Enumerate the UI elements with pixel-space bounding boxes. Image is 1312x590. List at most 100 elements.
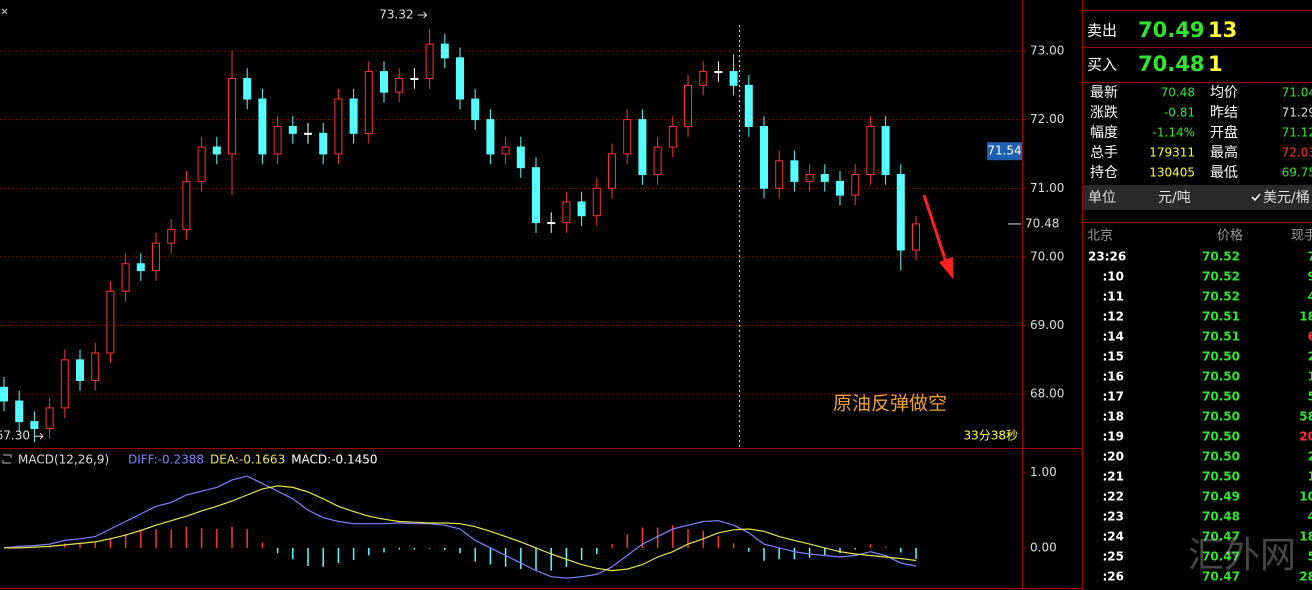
candle-body <box>182 180 191 230</box>
candle-body <box>805 174 814 182</box>
y-tick-label: 1.00 <box>1030 465 1057 479</box>
candle-body <box>699 71 708 86</box>
candle-body <box>820 174 829 182</box>
tick-time: :16 <box>1103 370 1125 384</box>
unit-option[interactable]: 元/吨 <box>1158 190 1191 206</box>
tick-volume: 2 <box>1308 450 1312 464</box>
quote-price: 70.49 <box>1138 18 1204 42</box>
tick-volume: 5 <box>1308 390 1312 404</box>
candle-body <box>349 98 358 134</box>
tick-volume: 4 <box>1308 510 1312 524</box>
tick-price: 70.50 <box>1202 470 1240 484</box>
extreme-label: 67.30 <box>0 429 30 443</box>
tick-volume: 9 <box>1308 270 1312 284</box>
ticks-header: 北京 <box>1087 229 1113 244</box>
candle-body <box>319 132 328 155</box>
stat-cell: 最新 <box>1090 85 1118 101</box>
tick-price: 70.50 <box>1202 350 1240 364</box>
tick-time: :26 <box>1103 570 1125 584</box>
quote-size: 1 <box>1208 52 1223 76</box>
quote-label: 买入 <box>1087 56 1117 74</box>
candle-body <box>45 407 54 429</box>
stat-cell: 71.12 <box>1282 126 1312 140</box>
quote-size: 13 <box>1208 18 1237 42</box>
side-panel: 卖出70.4913买入70.481最新70.48均价71.04涨跌-0.81昨结… <box>1083 0 1312 584</box>
candle-body <box>410 77 419 80</box>
tick-time: :21 <box>1103 470 1125 484</box>
tick-price: 70.47 <box>1202 530 1240 544</box>
candle-body <box>243 77 252 100</box>
candle-body <box>471 98 480 121</box>
candle-body <box>258 98 267 155</box>
candle-body <box>273 125 282 155</box>
tick-volume: 18 <box>1299 530 1312 544</box>
tick-volume: 6 <box>1308 330 1312 344</box>
candle-body <box>136 263 145 272</box>
tick-volume: 20 <box>1299 430 1312 444</box>
candle-body <box>0 386 8 402</box>
candle-body <box>744 84 753 127</box>
candle-body <box>775 160 784 189</box>
candle-body <box>623 119 632 155</box>
stat-cell: 开盘 <box>1210 124 1238 141</box>
tick-time: :14 <box>1103 330 1125 344</box>
close-icon[interactable] <box>1 8 8 15</box>
candle-body <box>668 125 677 148</box>
stat-cell: 69.75 <box>1282 166 1312 180</box>
cursor-price-label: 71.54 <box>987 144 1021 158</box>
stat-cell: 最低 <box>1210 165 1238 181</box>
candle-body <box>486 119 495 155</box>
candle-body <box>304 132 312 135</box>
stat-cell: 总手 <box>1090 145 1118 161</box>
switch-icon[interactable] <box>2 454 12 464</box>
legend-entry: DEA:-0.1663 <box>210 453 285 467</box>
candle-body <box>790 160 799 182</box>
candle-body <box>106 290 115 354</box>
candle-body <box>684 84 692 127</box>
y-tick-label: 70.00 <box>1030 249 1064 263</box>
candle-body <box>638 119 647 176</box>
candle-body <box>425 43 434 79</box>
tick-time: :23 <box>1103 510 1125 524</box>
tick-time: :19 <box>1103 430 1125 444</box>
tick-price: 70.47 <box>1202 570 1240 584</box>
unit-option[interactable]: 美元/桶 <box>1263 190 1310 206</box>
annotation: 原油反弹做空 <box>833 393 947 415</box>
stat-cell: 涨跌 <box>1090 105 1118 121</box>
tick-price: 70.50 <box>1202 450 1240 464</box>
tick-time: 23:26 <box>1088 250 1126 264</box>
header <box>1083 0 1312 10</box>
stat-cell: 71.04 <box>1282 86 1312 100</box>
tick-price: 70.52 <box>1202 290 1240 304</box>
candle-body <box>288 125 297 134</box>
tick-price: 70.51 <box>1202 310 1240 324</box>
stat-cell: 70.48 <box>1161 86 1195 100</box>
tick-price: 70.47 <box>1202 550 1240 564</box>
tick-time: :11 <box>1103 290 1125 304</box>
tick-time: :20 <box>1103 450 1125 464</box>
legend-entry: MACD:-0.1450 <box>291 453 377 467</box>
candle-body <box>714 71 723 74</box>
candle-body <box>912 223 920 251</box>
stat-cell: 130405 <box>1149 166 1195 180</box>
arrow <box>922 194 948 263</box>
candle-body <box>395 77 404 93</box>
candle-body <box>592 187 601 217</box>
candle-body <box>836 180 844 196</box>
tick-volume: 4 <box>1308 290 1312 304</box>
candle-body <box>30 421 39 429</box>
candle-body <box>653 146 662 176</box>
check-icon <box>1251 193 1261 202</box>
tick-price: 70.52 <box>1202 270 1240 284</box>
tick-price: 70.49 <box>1202 490 1240 504</box>
tick-volume: 2 <box>1308 350 1312 364</box>
candle-body <box>152 242 160 272</box>
macd-line <box>4 485 917 572</box>
unit-bar <box>1083 185 1312 210</box>
ticks-header: 现手 <box>1291 229 1312 244</box>
stat-cell: -0.81 <box>1164 106 1195 120</box>
tick-volume: 7 <box>1308 250 1312 264</box>
unit-label: 单位 <box>1088 190 1116 206</box>
candle-body <box>516 146 525 169</box>
